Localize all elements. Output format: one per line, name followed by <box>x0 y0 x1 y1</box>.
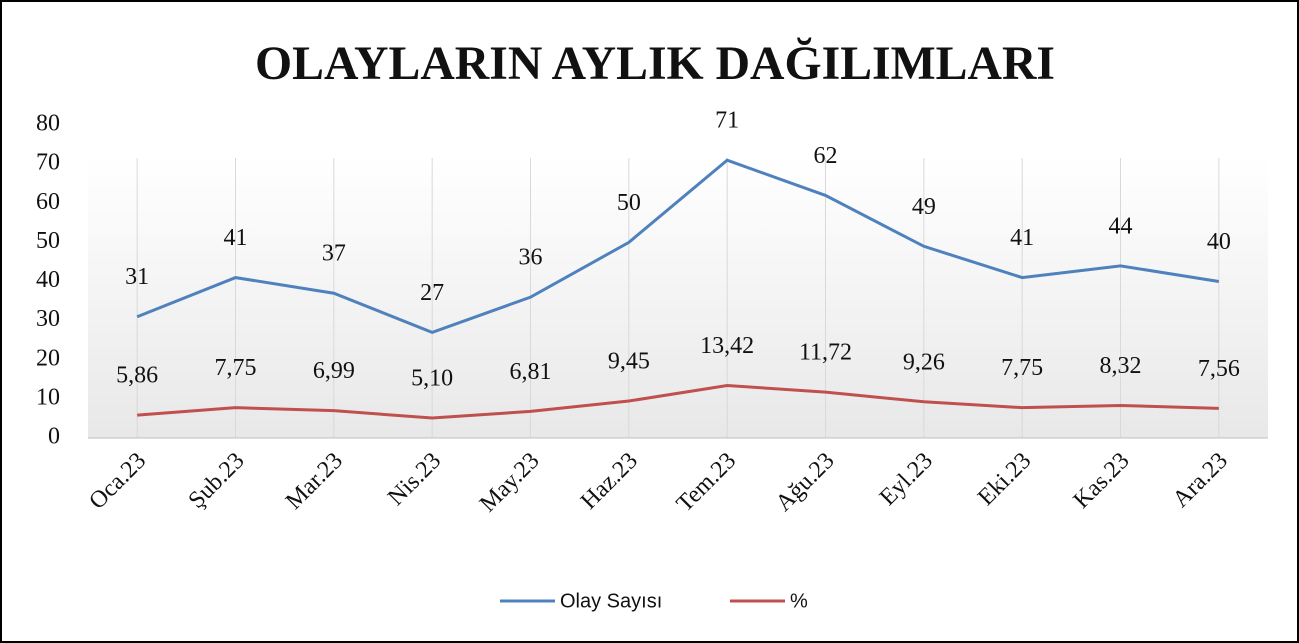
plot-background <box>88 158 1268 438</box>
data-label: 5,86 <box>116 363 158 389</box>
y-tick-label: 10 <box>36 384 60 410</box>
data-label: 50 <box>617 190 641 216</box>
data-label: 41 <box>224 225 248 251</box>
data-label: 9,26 <box>903 349 945 375</box>
y-tick-label: 40 <box>36 267 60 293</box>
data-label: 5,10 <box>411 366 453 392</box>
data-label: 6,81 <box>510 359 552 385</box>
data-label: 31 <box>125 264 149 290</box>
data-label: 40 <box>1207 229 1231 255</box>
data-label: 6,99 <box>313 358 355 384</box>
data-label: 11,72 <box>799 340 852 366</box>
chart-title: OLAYLARIN AYLIK DAĞILIMLARI <box>255 36 1055 90</box>
y-tick-label: 30 <box>36 306 60 332</box>
data-label: 7,75 <box>215 355 257 381</box>
y-tick-label: 80 <box>36 111 60 137</box>
series-line <box>136 158 1220 334</box>
y-tick-label: 0 <box>48 424 60 450</box>
y-tick-label: 60 <box>36 189 60 215</box>
data-label: 41 <box>1010 225 1034 251</box>
legend-label: Olay Sayısı <box>560 590 662 612</box>
data-label: 62 <box>814 143 838 169</box>
data-label: 37 <box>322 241 346 267</box>
legend-label: % <box>790 590 808 612</box>
y-tick-label: 70 <box>36 150 60 176</box>
data-label: 71 <box>715 108 739 134</box>
data-label: 7,56 <box>1198 356 1240 382</box>
data-label: 8,32 <box>1100 353 1142 379</box>
data-label: 13,42 <box>700 333 754 359</box>
data-label: 9,45 <box>608 349 650 375</box>
series-line <box>137 383 1219 420</box>
data-label: 7,75 <box>1001 355 1043 381</box>
y-tick-label: 50 <box>36 228 60 254</box>
data-label: 27 <box>420 280 444 306</box>
data-label: 36 <box>519 245 543 271</box>
data-label: 44 <box>1109 213 1133 239</box>
y-tick-label: 20 <box>36 345 60 371</box>
data-label: 49 <box>912 194 936 220</box>
